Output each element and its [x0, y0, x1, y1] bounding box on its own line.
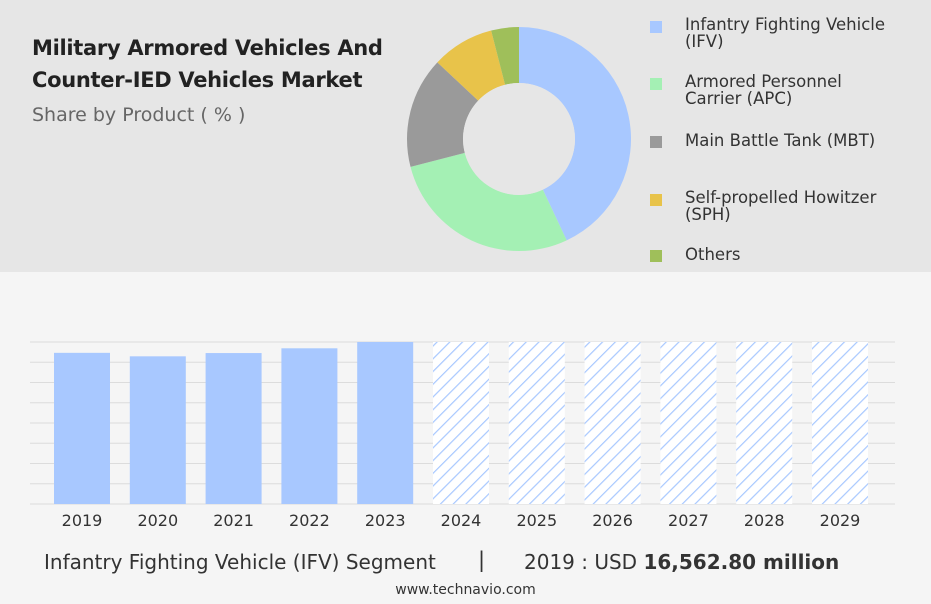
forecast-bar-2029: [812, 342, 868, 504]
legend-label-line: Self-propelled Howitzer: [685, 188, 877, 207]
legend-swatch: [650, 21, 662, 33]
legend-swatch: [650, 194, 662, 206]
legend-label-line: Armored Personnel: [685, 72, 842, 91]
bar-2019: [54, 352, 110, 504]
legend-label: Infantry Fighting Vehicle (IFV): [685, 16, 920, 50]
x-tick-2023: 2023: [365, 511, 406, 530]
footer-market-value: 16,562.80 million: [643, 550, 840, 574]
x-tick-2019: 2019: [62, 511, 103, 530]
site-url: www.technavio.com: [395, 582, 536, 598]
forecast-bar-2024: [433, 342, 489, 504]
legend-swatch: [650, 78, 662, 90]
x-tick-2021: 2021: [213, 511, 254, 530]
chart-subtitle: Share by Product ( % ): [32, 104, 246, 126]
x-tick-2028: 2028: [744, 511, 785, 530]
legend-swatch: [650, 136, 662, 148]
x-tick-2020: 2020: [137, 511, 178, 530]
legend-label: Armored Personnel Carrier (APC): [685, 73, 920, 107]
bar-2020: [129, 356, 186, 504]
forecast-bar-2025: [508, 342, 565, 504]
footer-year-value: 2019 : USD 16,562.80 million: [524, 550, 839, 574]
legend-label: Main Battle Tank (MBT): [685, 132, 920, 149]
donut-chart: [407, 27, 632, 252]
donut-slice-1: [519, 27, 632, 241]
legend-label-line: Others: [685, 245, 741, 264]
bar-2022: [281, 348, 338, 504]
donut-slice-3: [407, 62, 479, 167]
legend-label-line: (IFV): [685, 32, 724, 51]
bar-2023: [357, 342, 414, 504]
chart-title: Military Armored Vehicles And Counter-IE…: [32, 36, 383, 92]
donut-slice-4: [437, 30, 506, 101]
x-tick-2024: 2024: [441, 511, 482, 530]
bar-2021: [205, 353, 262, 504]
legend-label-line: Main Battle Tank (MBT): [685, 131, 876, 150]
legend-label: Others: [685, 246, 920, 263]
x-tick-2022: 2022: [289, 511, 330, 530]
legend-label-line: Carrier (APC): [685, 89, 793, 108]
x-tick-2029: 2029: [820, 511, 861, 530]
footer-separator: |: [478, 548, 486, 572]
x-tick-2026: 2026: [592, 511, 633, 530]
x-tick-2027: 2027: [668, 511, 709, 530]
footer-year-label: 2019 : USD: [524, 550, 638, 574]
x-tick-2025: 2025: [516, 511, 557, 530]
forecast-bar-2027: [660, 342, 717, 504]
donut-slice-5: [491, 27, 519, 85]
legend-label-line: (SPH): [685, 205, 731, 224]
forecast-bar-2028: [736, 342, 793, 504]
bar-chart: 2019 2020 2021 2022 2023 2024 2025 2026 2027 2028…: [30, 341, 895, 530]
donut-hole: [463, 83, 575, 195]
footer-segment-label: Infantry Fighting Vehicle (IFV) Segment: [44, 550, 436, 574]
legend-label-line: Infantry Fighting Vehicle: [685, 15, 886, 34]
legend-swatch: [650, 250, 662, 262]
legend-label: Self-propelled Howitzer (SPH): [685, 189, 920, 223]
forecast-bar-2026: [584, 342, 641, 504]
donut-slice-2: [410, 152, 567, 252]
